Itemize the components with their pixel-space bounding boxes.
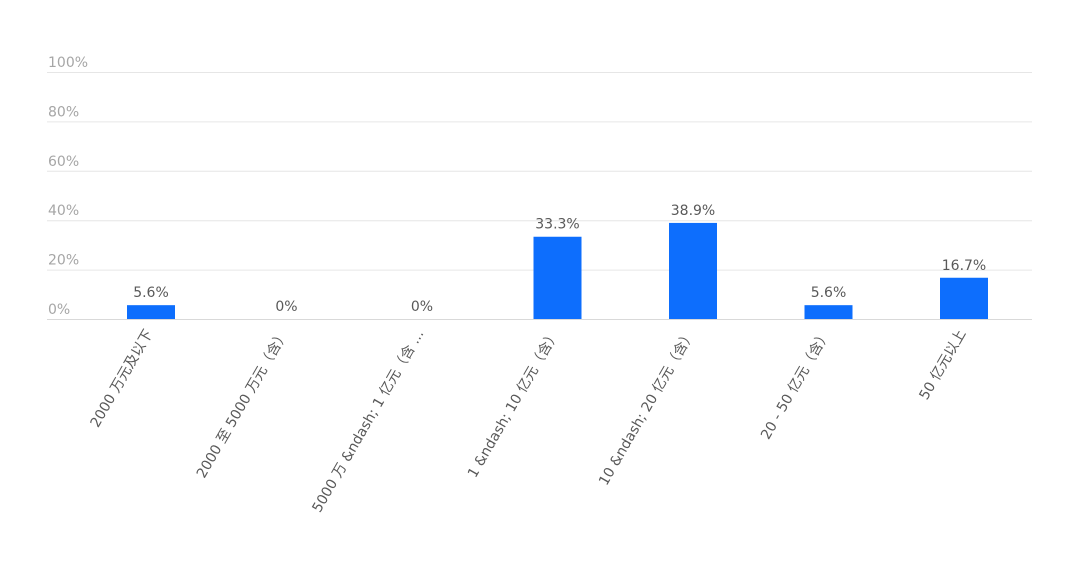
y-tick-label: 0%: [48, 302, 70, 318]
x-tick-label: 5000 万 &ndash; 1 亿元（含 ...: [309, 327, 427, 515]
data-label: 33.3%: [535, 217, 579, 233]
bars: [127, 222, 988, 319]
bar[interactable]: [804, 305, 853, 319]
x-tick-label: 1 &ndash; 10 亿元（含）: [465, 327, 563, 481]
y-tick-label: 80%: [48, 104, 79, 120]
y-axis: 0% 20% 40% 60% 80% 100%: [48, 55, 88, 318]
data-label: 38.9%: [671, 203, 715, 219]
data-label: 5.6%: [811, 285, 847, 301]
y-tick-label: 40%: [48, 203, 79, 219]
y-tick-label: 20%: [48, 253, 79, 269]
y-tick-label: 100%: [48, 55, 88, 71]
x-tick-label: 2000 万元及以下: [88, 327, 157, 430]
data-label: 16.7%: [942, 258, 986, 274]
bar[interactable]: [669, 222, 717, 319]
x-tick-label: 10 &ndash; 20 亿元（含）: [596, 327, 698, 488]
y-tick-label: 60%: [48, 154, 79, 170]
data-labels: 5.6% 0% 0% 33.3% 38.9% 5.6% 16.7%: [133, 203, 986, 315]
x-tick-label: 20 - 50 亿元（含）: [758, 327, 834, 442]
x-axis: 2000 万元及以下 2000 至 5000 万元（含） 5000 万 &ndash…: [88, 327, 970, 515]
data-label: 0%: [411, 299, 433, 315]
grid-layer: [47, 72, 1032, 320]
data-label: 0%: [275, 299, 297, 315]
x-tick-label: 2000 至 5000 万元（含）: [194, 327, 292, 481]
x-tick-label: 50 亿元以上: [916, 327, 969, 403]
bar[interactable]: [533, 236, 582, 319]
bar[interactable]: [940, 277, 988, 319]
bar[interactable]: [127, 305, 175, 319]
data-label: 5.6%: [133, 285, 169, 301]
